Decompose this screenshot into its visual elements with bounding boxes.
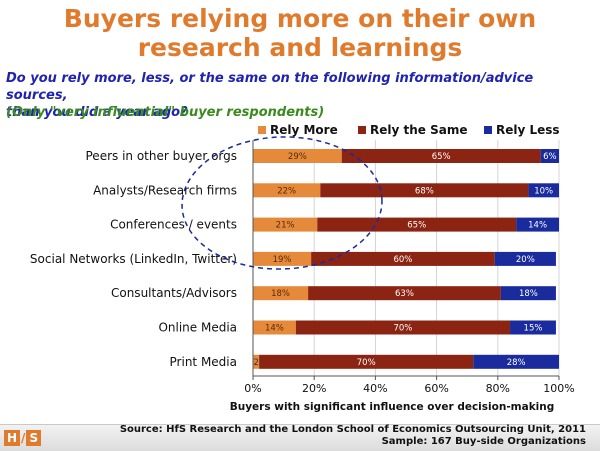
category-label: Analysts/Research firms: [93, 183, 237, 197]
data-label: 63%: [395, 289, 414, 299]
question-line-1: Do you rely more, less, or the same on t…: [6, 71, 534, 103]
bar-segment: [311, 251, 495, 266]
bar-segment: [473, 354, 559, 369]
category-label: Conferences / events: [110, 218, 237, 232]
category-label: Peers in other buyer orgs: [86, 149, 238, 163]
bar-segment: [510, 320, 556, 335]
page-title: Buyers relying more on their own researc…: [0, 4, 600, 62]
data-label: 70%: [357, 358, 376, 368]
x-tick-label: 100%: [543, 382, 574, 395]
x-tick-label: 20%: [302, 382, 326, 395]
data-label: 21%: [276, 221, 295, 231]
bar-segment: [500, 286, 556, 301]
survey-question: Do you rely more, less, or the same on t…: [6, 70, 596, 121]
legend-label: Rely More: [270, 123, 338, 137]
category-label: Print Media: [170, 355, 237, 369]
data-label: 14%: [528, 221, 547, 231]
data-label: 15%: [524, 324, 543, 334]
hfs-logo: H / S: [4, 430, 42, 446]
bar-segment: [308, 286, 501, 301]
data-label: 28%: [507, 358, 526, 368]
legend-swatch: [258, 126, 266, 134]
data-label: 60%: [393, 255, 412, 265]
bar-segment: [253, 354, 260, 369]
x-tick-label: 60%: [424, 382, 448, 395]
bar-segment: [317, 217, 517, 232]
footer-bar: [0, 424, 600, 451]
bar-segment: [320, 183, 529, 198]
data-label: 68%: [415, 186, 434, 196]
highlight-ellipse: [181, 136, 383, 270]
logo-letter-h: H: [4, 430, 21, 446]
legend-label: Rely Less: [496, 123, 560, 137]
bar-segment: [253, 286, 309, 301]
question-line-2: than you did a year ago?: [6, 105, 188, 120]
data-label: 10%: [534, 186, 553, 196]
data-label: 70%: [393, 324, 412, 334]
bar-segment: [295, 320, 511, 335]
data-label: 19%: [273, 255, 292, 265]
data-label: 20%: [516, 255, 535, 265]
category-label: Consultants/Advisors: [111, 286, 237, 300]
bar-segment: [528, 183, 559, 198]
stacked-bar-chart: 29% 65% 6% Peers in other buyer orgs 22% 68% 1…: [30, 123, 575, 413]
data-label: 65%: [432, 152, 451, 162]
logo-separator: /: [21, 431, 26, 445]
bar-segment: [516, 217, 559, 232]
category-label: Social Networks (LinkedIn, Twitter): [30, 252, 237, 266]
bar-segment: [253, 251, 312, 266]
bar-segment: [540, 149, 559, 163]
data-label: 18%: [271, 289, 290, 299]
data-label: 6%: [543, 152, 557, 162]
x-tick-label: 40%: [363, 382, 387, 395]
data-label: 65%: [407, 221, 426, 231]
bar-segment: [253, 320, 296, 335]
bar-segment: [253, 217, 318, 232]
source-line-1: Source: HfS Research and the London Scho…: [119, 424, 586, 435]
data-label: 18%: [519, 289, 538, 299]
data-label: 29%: [288, 152, 307, 162]
source-note: Source: HfS Research and the London Scho…: [120, 424, 586, 448]
bar-segment: [253, 149, 342, 163]
x-tick-label: 0%: [244, 382, 261, 395]
bar-segment: [259, 354, 474, 369]
respondent-note: (Only "very influential" buyer responden…: [6, 105, 325, 120]
title-line-2: research and learnings: [137, 33, 463, 62]
source-line-2: Sample: 167 Buy-side Organizations: [381, 436, 586, 447]
title-line-1: Buyers relying more on their own: [63, 4, 537, 33]
legend-swatch: [484, 126, 492, 134]
legend-label: Rely the Same: [370, 123, 467, 137]
logo-letter-s: S: [26, 430, 42, 446]
category-label: Online Media: [158, 321, 237, 335]
data-label: 14%: [265, 324, 284, 334]
bar-segment: [253, 183, 321, 198]
data-label: 22%: [277, 186, 296, 196]
bar-segment: [341, 149, 541, 163]
bar-segment: [494, 251, 556, 266]
legend-swatch: [358, 126, 366, 134]
x-tick-label: 80%: [486, 382, 510, 395]
x-axis-title: Buyers with significant influence over d…: [230, 401, 555, 413]
